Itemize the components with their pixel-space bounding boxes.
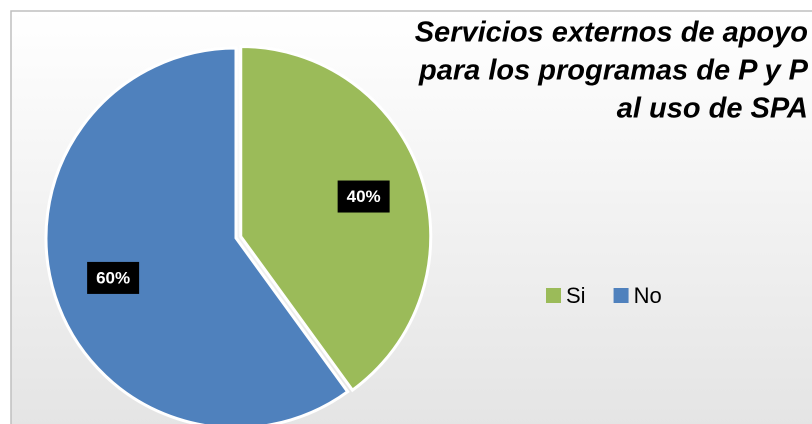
legend-swatch — [613, 288, 629, 303]
chart-title: Servicios externos de apoyo para los prog… — [415, 17, 809, 125]
legend-label: No — [634, 283, 662, 308]
chart-title-line: para los programas de P y P — [418, 55, 809, 87]
data-label-text: 60% — [96, 268, 130, 287]
legend-label: Si — [566, 283, 586, 308]
legend-swatch — [546, 288, 561, 303]
data-label-box — [337, 180, 390, 213]
data-label: 60% — [87, 261, 140, 294]
pie: 40% 60% — [44, 44, 433, 424]
chart-title-line: al uso de SPA — [617, 93, 808, 125]
pie-slice — [44, 46, 350, 424]
data-label-text: 40% — [347, 187, 381, 206]
legend: Si No — [546, 283, 662, 308]
pie-slice — [239, 44, 433, 393]
chart-title-line: Servicios externos de apoyo — [415, 17, 808, 49]
data-label: 40% — [337, 180, 390, 213]
data-label-box — [87, 261, 140, 294]
